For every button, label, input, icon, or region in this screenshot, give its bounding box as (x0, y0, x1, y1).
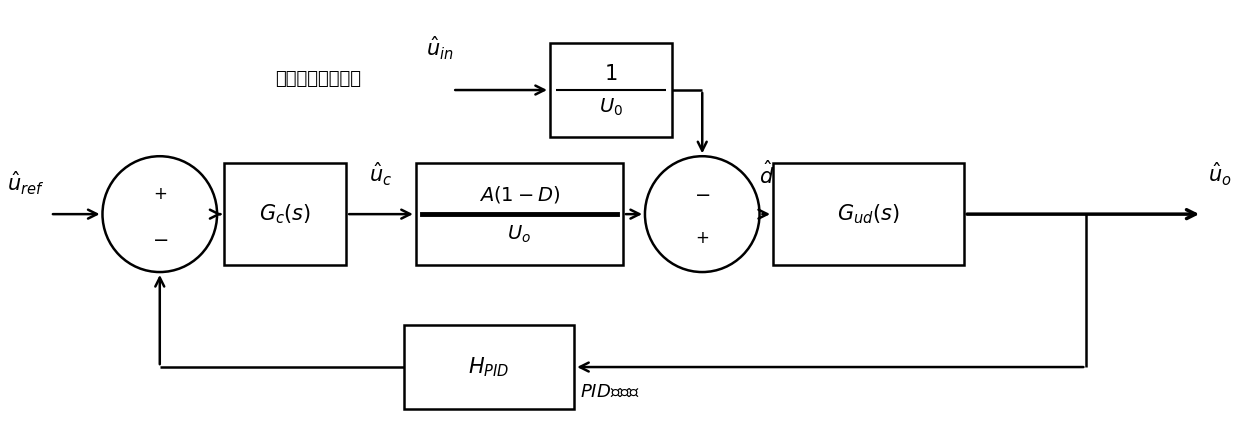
Text: $\hat{u}_o$: $\hat{u}_o$ (1209, 161, 1233, 188)
Text: $U_0$: $U_0$ (599, 97, 622, 118)
Text: 输入电压前馈引入: 输入电压前馈引入 (275, 70, 361, 88)
Text: $+$: $+$ (696, 229, 709, 248)
Text: $-$: $-$ (694, 184, 711, 203)
Bar (415, 163, 622, 265)
Text: $U_o$: $U_o$ (507, 224, 532, 245)
Text: $G_c(s)$: $G_c(s)$ (259, 202, 311, 226)
Text: $H_{PID}$: $H_{PID}$ (469, 355, 510, 379)
Text: $\hat{u}_{ref}$: $\hat{u}_{ref}$ (6, 169, 43, 197)
Circle shape (103, 156, 217, 272)
Text: $\hat{u}_{in}$: $\hat{u}_{in}$ (427, 34, 454, 62)
Text: $1$: $1$ (604, 64, 618, 84)
Bar (549, 44, 672, 136)
Text: $G_{ud}(s)$: $G_{ud}(s)$ (837, 202, 900, 226)
Text: $+$: $+$ (153, 185, 167, 203)
Text: $\hat{d}$: $\hat{d}$ (759, 161, 774, 188)
Text: $PID$控制器: $PID$控制器 (580, 382, 640, 401)
Text: $-$: $-$ (151, 229, 167, 248)
Bar (403, 325, 574, 409)
Text: $A(1-D)$: $A(1-D)$ (479, 184, 560, 205)
Text: $\hat{u}_c$: $\hat{u}_c$ (370, 161, 393, 188)
Circle shape (645, 156, 760, 272)
Bar (224, 163, 346, 265)
Bar (773, 163, 965, 265)
